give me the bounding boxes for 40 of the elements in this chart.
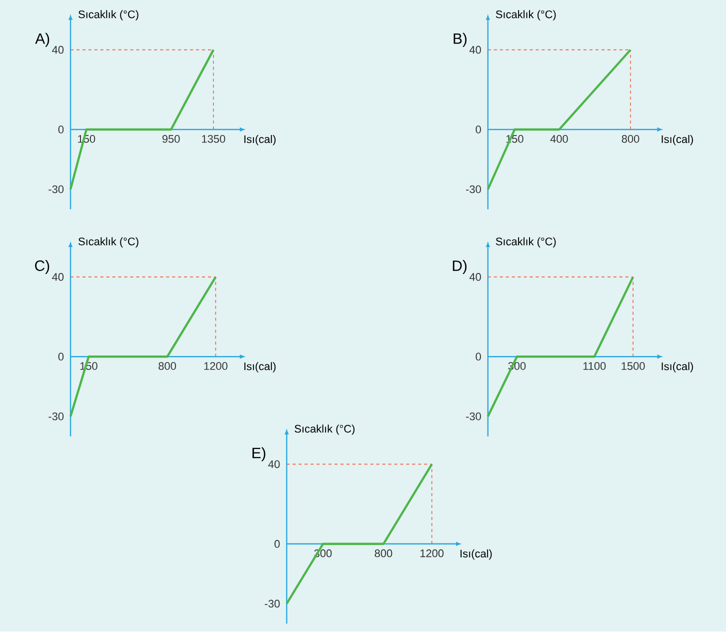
x-tick-label: 1200 bbox=[420, 550, 444, 558]
y-tick-label: 0 bbox=[274, 540, 280, 548]
y-tick-label: 0 bbox=[476, 352, 481, 361]
text: C) bbox=[35, 260, 50, 274]
y-tick-label: 40 bbox=[469, 273, 481, 282]
x-tick-label: 800 bbox=[374, 550, 392, 558]
y-tick-label: -30 bbox=[48, 186, 64, 194]
y-tick-label: 40 bbox=[469, 46, 481, 54]
x-tick-label: 1350 bbox=[202, 135, 226, 143]
y-axis-title: Sıcaklık (°C) bbox=[78, 10, 138, 21]
text: D) bbox=[452, 260, 467, 274]
x-tick-label: 1100 bbox=[583, 362, 606, 370]
x-tick-label: 800 bbox=[158, 362, 176, 370]
y-axis-title: Sıcaklık (°C) bbox=[78, 238, 138, 248]
y-tick-label: 0 bbox=[476, 126, 481, 134]
text: E) bbox=[252, 448, 266, 462]
y-tick-label: 40 bbox=[52, 46, 64, 54]
x-axis-title: Isı(cal) bbox=[662, 135, 693, 146]
x-tick-label: 800 bbox=[622, 135, 640, 143]
y-tick-label: 40 bbox=[268, 460, 280, 468]
x-axis-title: Isı(cal) bbox=[460, 550, 492, 560]
y-tick-label: 0 bbox=[58, 126, 64, 134]
y-tick-label: 0 bbox=[58, 352, 64, 361]
text: B) bbox=[454, 33, 467, 48]
x-tick-label: 1200 bbox=[204, 362, 228, 370]
x-tick-label: 1500 bbox=[622, 362, 645, 370]
y-tick-label: -30 bbox=[264, 600, 280, 608]
y-axis-title: Sıcaklık (°C) bbox=[294, 424, 354, 436]
y-tick-label: -30 bbox=[48, 412, 64, 420]
x-axis-title: Isı(cal) bbox=[662, 362, 693, 373]
x-tick-label: 400 bbox=[550, 135, 568, 143]
x-axis-title: Isı(cal) bbox=[244, 362, 276, 373]
text: A) bbox=[35, 33, 50, 48]
y-axis-title: Sıcaklık (°C) bbox=[496, 238, 556, 248]
y-tick-label: -30 bbox=[466, 412, 481, 420]
y-axis-title: Sıcaklık (°C) bbox=[496, 10, 556, 21]
x-tick-label: 950 bbox=[162, 135, 180, 143]
y-tick-label: -30 bbox=[466, 186, 481, 194]
x-axis-title: Isı(cal) bbox=[244, 135, 276, 146]
y-tick-label: 40 bbox=[52, 273, 64, 282]
